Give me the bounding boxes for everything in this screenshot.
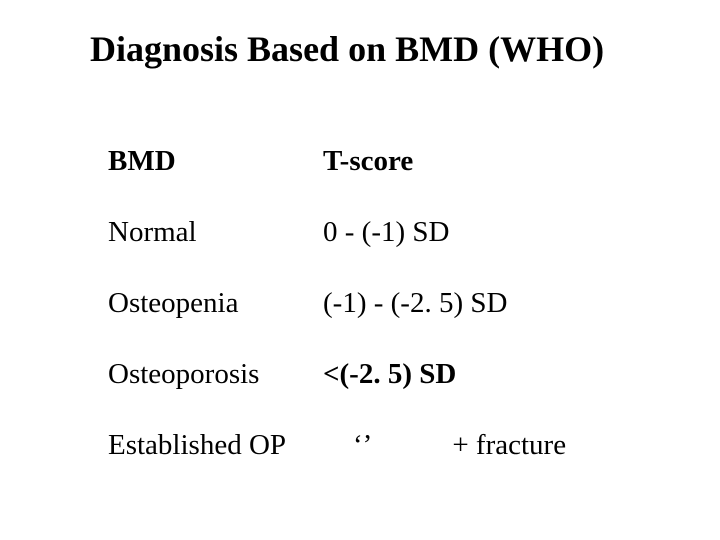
row-established: Established OP ‘’ + fracture xyxy=(108,429,566,462)
table-header-row: BMD T-score xyxy=(108,145,566,178)
label-normal: Normal xyxy=(108,216,323,249)
label-osteoporosis: Osteoporosis xyxy=(108,358,323,391)
label-established: Established OP xyxy=(108,429,323,462)
row-osteoporosis: Osteoporosis <(-2. 5) SD xyxy=(108,358,566,391)
value-osteoporosis: <(-2. 5) SD xyxy=(323,358,456,391)
bmd-table: BMD T-score Normal 0 - (-1) SD Osteopeni… xyxy=(108,145,566,462)
slide-title: Diagnosis Based on BMD (WHO) xyxy=(90,28,604,70)
value-established-mark: ‘’ xyxy=(353,429,372,462)
header-tscore: T-score xyxy=(323,145,413,178)
value-osteopenia: (-1) - (-2. 5) SD xyxy=(323,287,507,320)
value-normal: 0 - (-1) SD xyxy=(323,216,449,249)
value-established-extra: + fracture xyxy=(452,429,566,462)
label-osteopenia: Osteopenia xyxy=(108,287,323,320)
row-osteopenia: Osteopenia (-1) - (-2. 5) SD xyxy=(108,287,566,320)
row-normal: Normal 0 - (-1) SD xyxy=(108,216,566,249)
header-bmd: BMD xyxy=(108,145,323,178)
